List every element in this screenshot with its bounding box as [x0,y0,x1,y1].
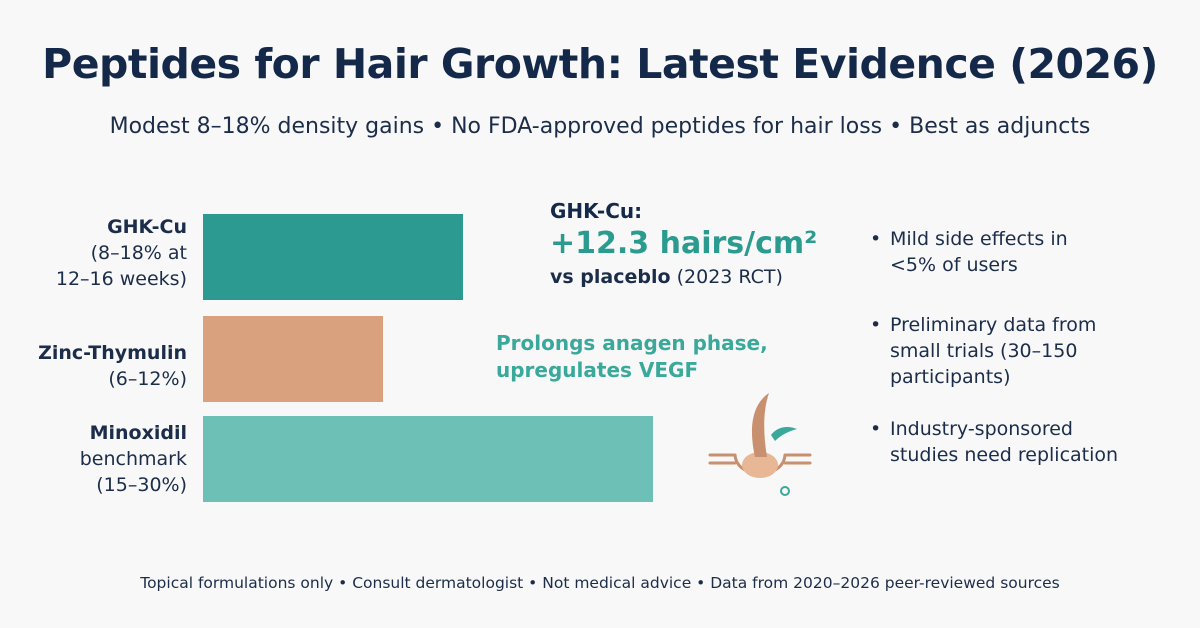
page-subtitle: Modest 8–18% density gains • No FDA-appr… [109,114,1091,139]
list-item: • Mild side effects in <5% of users [870,226,1170,278]
list-item-line: participants) [890,366,1011,388]
bar-name: Zinc-Thymulin [38,342,187,364]
page-title: Peptides for Hair Growth: Latest Evidenc… [42,40,1158,88]
bullet-icon: • [870,228,882,250]
callout-comparison-bold: vs placeblo [550,266,671,288]
callout-value: +12.3 hairs/cm² [550,226,818,261]
bar-range: 12–16 weeks) [55,268,187,290]
ghk-cu-callout: GHK-Cu: +12.3 hairs/cm² vs placeblo (202… [550,198,850,290]
bar-name: GHK-Cu [107,216,187,238]
bar-label-minoxidil: Minoxidil benchmark (15–30%) [80,420,187,498]
chart-bar-minoxidil [203,416,653,502]
callout-name: GHK-Cu: [550,199,643,223]
list-item: • Industry-sponsored studies need replic… [870,416,1170,468]
list-item-line: Preliminary data from [890,314,1097,336]
mechanism-line: Prolongs anagen phase, [496,331,768,355]
bullet-icon: • [870,418,882,440]
footer-disclaimer: Topical formulations only • Consult derm… [140,574,1060,592]
list-item-line: <5% of users [890,254,1018,276]
list-item-line: Mild side effects in [890,228,1068,250]
mechanism-annotation: Prolongs anagen phase, upregulates VEGF [496,330,836,384]
bar-range: (8–18% at [90,242,187,264]
hair-follicle-icon [708,393,812,496]
mechanism-line: upregulates VEGF [496,358,699,382]
callout-comparison-rest: (2023 RCT) [670,266,783,288]
callout-comparison: vs placeblo (2023 RCT) [550,264,850,290]
chart-bar-zinc-thymulin [203,316,383,402]
chart-bar-ghk-cu [203,214,463,300]
list-item: • Preliminary data from small trials (30… [870,312,1170,390]
list-item-line: small trials (30–150 [890,340,1078,362]
list-item-line: Industry-sponsored [890,418,1073,440]
bar-name: Minoxidil [89,422,187,444]
key-points-list: • Mild side effects in <5% of users • Pr… [870,226,1170,502]
bar-label-zinc-thymulin: Zinc-Thymulin (6–12%) [38,340,187,392]
bar-range: (15–30%) [96,474,187,496]
bar-label-ghk-cu: GHK-Cu (8–18% at 12–16 weeks) [56,214,187,292]
list-item-line: studies need replication [890,444,1119,466]
bar-range: benchmark [79,448,187,470]
bullet-icon: • [870,314,882,336]
bar-range: (6–12%) [108,368,187,390]
